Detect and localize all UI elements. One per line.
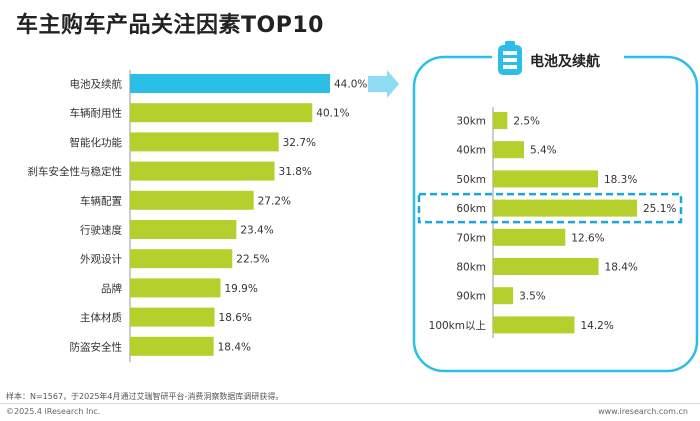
value-label: 2.5%: [513, 116, 540, 128]
value-label: 32.7%: [283, 137, 316, 149]
value-label: 18.4%: [218, 341, 251, 353]
category-label: 车辆配置: [80, 194, 122, 207]
bar: [130, 336, 214, 356]
detail-panel-title: 电池及续航: [530, 53, 600, 70]
bar: [130, 190, 254, 210]
category-label: 智能化功能: [70, 136, 123, 149]
category-label: 电池及续航: [70, 78, 123, 91]
bar: [493, 199, 637, 217]
bar: [130, 74, 330, 93]
category-label: 40km: [456, 145, 486, 157]
bar: [493, 170, 598, 188]
category-label: 主体材质: [80, 311, 122, 324]
bar: [130, 307, 215, 327]
category-label: 车辆耐用性: [70, 107, 123, 120]
battery-icon: [498, 41, 522, 75]
category-label: 100km以上: [429, 320, 486, 332]
bar: [493, 316, 575, 334]
value-label: 14.2%: [580, 320, 613, 332]
category-label: 70km: [456, 232, 486, 244]
value-label: 44.0%: [334, 79, 367, 91]
category-label: 50km: [456, 174, 486, 186]
detail-panel-title-bg: [492, 48, 624, 70]
category-label: 刹车安全性与稳定性: [28, 165, 123, 178]
footer-divider: [0, 403, 700, 404]
bar: [493, 141, 524, 159]
bar: [130, 161, 275, 181]
category-label: 80km: [456, 262, 486, 274]
bar: [130, 278, 221, 298]
value-label: 19.9%: [224, 283, 257, 295]
page-title: 车主购车产品关注因素TOP10: [16, 13, 324, 38]
arrow-icon: [368, 70, 399, 98]
value-label: 27.2%: [258, 195, 291, 207]
bar: [493, 228, 566, 246]
value-label: 18.4%: [605, 262, 638, 274]
category-label: 防盗安全性: [70, 340, 123, 353]
bar: [493, 287, 514, 305]
footer-url: www.iresearch.com.cn: [598, 407, 688, 416]
bar: [130, 220, 237, 239]
value-label: 18.6%: [219, 312, 252, 324]
bar: [493, 258, 599, 275]
category-label: 60km: [456, 203, 486, 215]
category-label: 90km: [456, 291, 486, 303]
category-label: 30km: [456, 116, 486, 128]
category-label: 品牌: [101, 282, 122, 295]
category-label: 行驶速度: [80, 224, 122, 237]
value-label: 22.5%: [236, 254, 269, 266]
value-label: 23.4%: [240, 225, 273, 237]
value-label: 31.8%: [279, 166, 312, 178]
value-label: 5.4%: [530, 145, 557, 157]
value-label: 12.6%: [571, 232, 604, 244]
bar: [493, 112, 508, 129]
bar: [130, 132, 279, 152]
bar: [130, 249, 233, 269]
value-label: 3.5%: [519, 291, 546, 303]
highlight-box: [417, 192, 683, 224]
value-label: 25.1%: [643, 203, 676, 215]
value-label: 18.3%: [604, 174, 637, 186]
value-label: 40.1%: [316, 108, 349, 120]
bar: [130, 103, 313, 123]
sample-note: 样本：N=1567，于2025年4月通过艾瑞智研平台-消费洞察数据库调研获得。: [6, 392, 284, 401]
copyright: ©2025.4 iResearch Inc.: [6, 407, 101, 416]
category-label: 外观设计: [80, 253, 122, 266]
